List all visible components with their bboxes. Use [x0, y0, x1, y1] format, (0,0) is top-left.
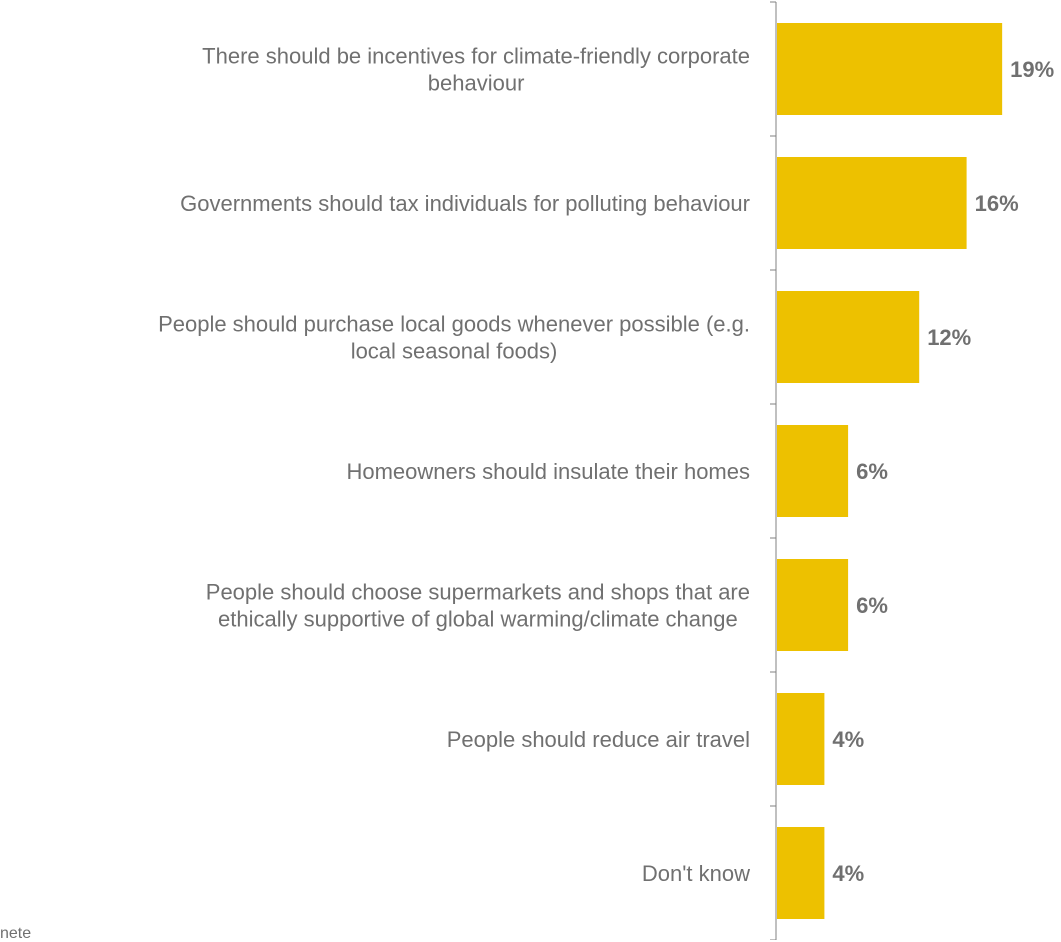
category-label: There should be incentives for climate-f… — [202, 44, 750, 96]
data-label: 4% — [832, 727, 864, 752]
category-label-line: People should reduce air travel — [447, 727, 750, 752]
data-label: 6% — [856, 593, 888, 618]
category-label-line: Don't know — [642, 861, 750, 886]
category-label: People should choose supermarkets and sh… — [206, 580, 750, 632]
value-labels-group: 19% 16% 12% 6% 6% 4% 4% — [832, 57, 1054, 886]
bar — [777, 559, 849, 651]
bar — [777, 23, 1003, 115]
category-axis — [770, 1, 777, 940]
category-labels-group: There should be incentives for climate-f… — [158, 44, 750, 887]
category-label: Don't know — [642, 861, 750, 886]
bars-group — [777, 23, 1003, 919]
bar — [777, 425, 849, 517]
footnote-text: nete — [0, 925, 32, 942]
category-label: Governments should tax individuals for p… — [180, 191, 750, 216]
bar — [777, 157, 967, 249]
category-label-line: People should purchase local goods whene… — [158, 312, 750, 337]
category-label-line: Homeowners should insulate their homes — [346, 459, 750, 484]
category-label: People should reduce air travel — [447, 727, 750, 752]
bar — [777, 291, 920, 383]
category-label-line: People should choose supermarkets and sh… — [206, 580, 750, 605]
category-label: Homeowners should insulate their homes — [346, 459, 750, 484]
data-label: 6% — [856, 459, 888, 484]
category-label-line: local seasonal foods) — [351, 339, 558, 364]
category-label-line: There should be incentives for climate-f… — [202, 44, 750, 69]
data-label: 16% — [975, 191, 1019, 216]
category-label-line: Governments should tax individuals for p… — [180, 191, 750, 216]
data-label: 4% — [832, 861, 864, 886]
data-label: 19% — [1010, 57, 1054, 82]
bar — [777, 827, 825, 919]
category-label-line: ethically supportive of global warming/c… — [218, 607, 738, 632]
data-label: 12% — [927, 325, 971, 350]
category-label-line: behaviour — [428, 71, 525, 96]
bar — [777, 693, 825, 785]
category-label: People should purchase local goods whene… — [158, 312, 750, 364]
